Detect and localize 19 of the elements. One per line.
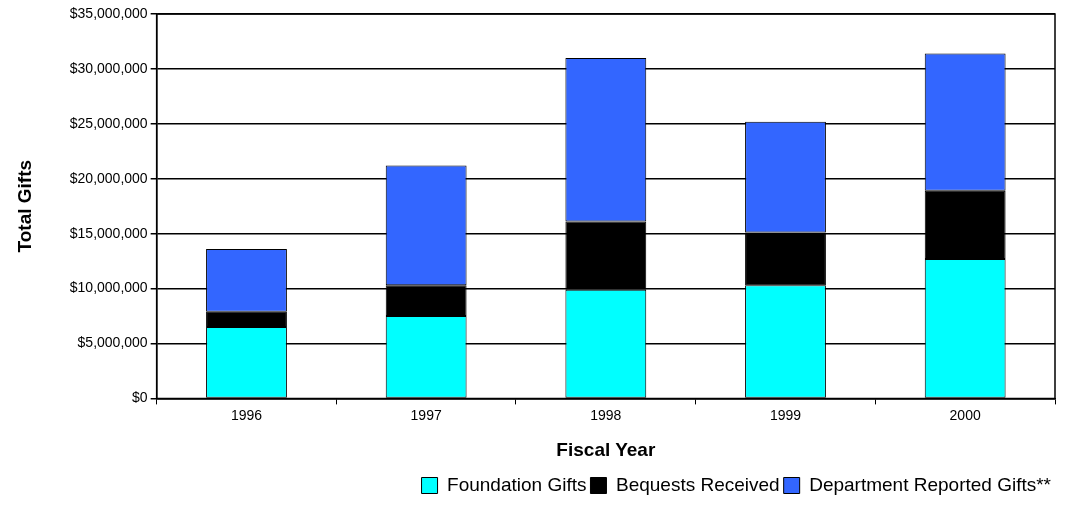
y-tick-label: $35,000,000 bbox=[69, 4, 148, 21]
x-axis-title: Fiscal Year bbox=[556, 438, 656, 460]
y-axis-title: Total Gifts bbox=[13, 159, 35, 253]
legend-label: Bequests Received bbox=[615, 473, 780, 495]
x-tick-label: 1998 bbox=[590, 406, 622, 423]
x-tick-label: 1996 bbox=[230, 406, 263, 423]
y-tick-label: $20,000,000 bbox=[69, 169, 148, 186]
y-tick-label: $10,000,000 bbox=[69, 279, 148, 296]
y-tick-label: $30,000,000 bbox=[69, 59, 148, 76]
y-tick-label: $0 bbox=[132, 389, 148, 406]
x-tick-label: 1999 bbox=[769, 406, 802, 423]
y-tick-label: $15,000,000 bbox=[69, 224, 148, 241]
legend-label: Department Reported Gifts** bbox=[809, 473, 1052, 495]
x-tick-label: 1997 bbox=[410, 406, 442, 423]
x-tick-label: 2000 bbox=[949, 406, 981, 423]
bar bbox=[206, 311, 287, 328]
y-tick-label: $5,000,000 bbox=[77, 334, 148, 351]
y-tick-label: $25,000,000 bbox=[69, 114, 148, 131]
legend-label: Foundation Gifts bbox=[447, 473, 587, 495]
